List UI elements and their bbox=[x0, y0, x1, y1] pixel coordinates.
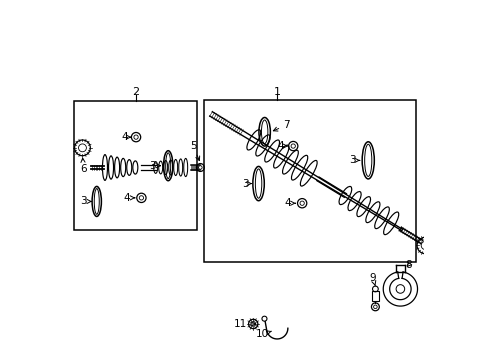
Text: 9: 9 bbox=[369, 273, 376, 286]
Text: 6: 6 bbox=[0, 359, 1, 360]
Text: 2: 2 bbox=[132, 87, 140, 98]
Text: 4: 4 bbox=[277, 141, 288, 151]
Text: 6: 6 bbox=[80, 158, 87, 174]
Text: 11: 11 bbox=[234, 319, 256, 329]
FancyBboxPatch shape bbox=[372, 292, 379, 301]
Text: 4: 4 bbox=[285, 198, 295, 208]
Text: 3: 3 bbox=[149, 161, 160, 171]
Text: 5: 5 bbox=[190, 141, 199, 161]
FancyBboxPatch shape bbox=[204, 100, 416, 262]
Text: 4: 4 bbox=[122, 132, 131, 142]
Text: 3: 3 bbox=[242, 179, 251, 189]
Text: 1: 1 bbox=[273, 87, 281, 98]
FancyBboxPatch shape bbox=[74, 102, 197, 230]
Text: 4: 4 bbox=[124, 193, 135, 203]
Text: 7: 7 bbox=[273, 120, 290, 131]
Text: 10: 10 bbox=[256, 329, 271, 339]
Text: 3: 3 bbox=[80, 197, 91, 206]
Text: 3: 3 bbox=[349, 156, 360, 165]
Text: 8: 8 bbox=[405, 260, 412, 270]
